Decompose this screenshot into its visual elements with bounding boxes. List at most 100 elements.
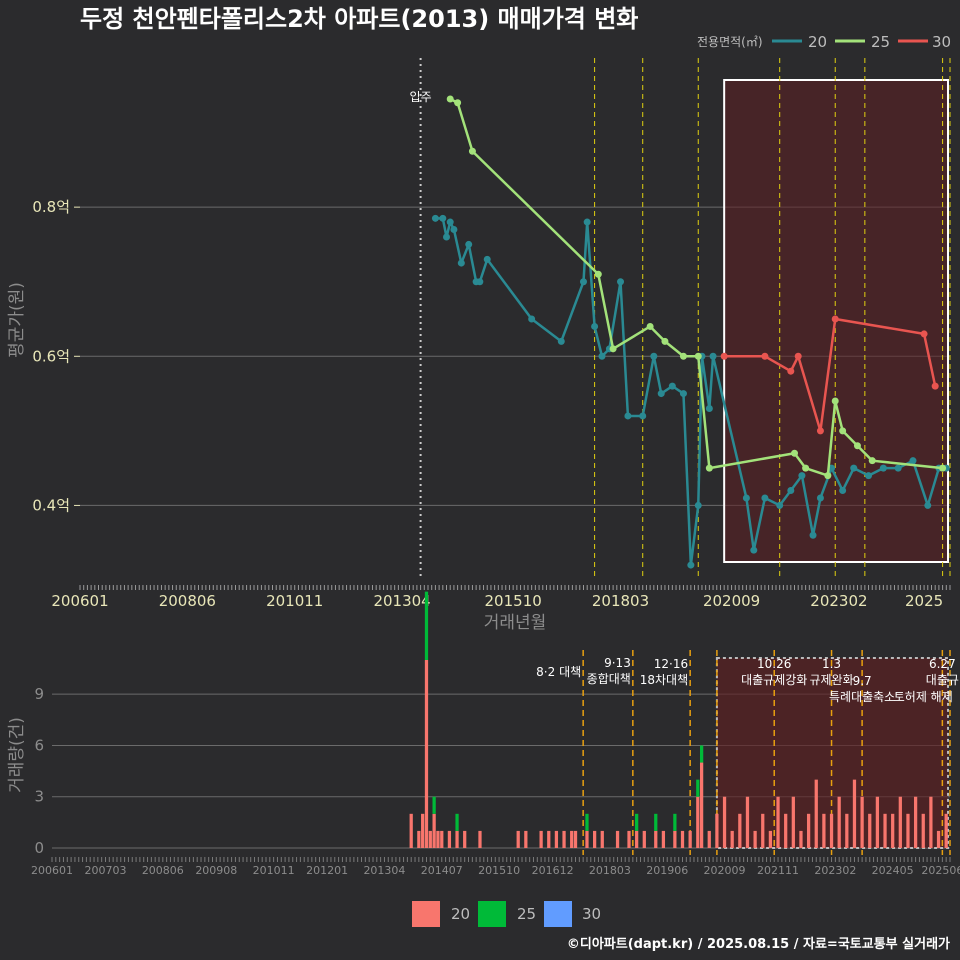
data-point-25 bbox=[853, 442, 861, 450]
volume-bar-20 bbox=[547, 830, 551, 848]
x-tick-label: 202009 bbox=[703, 592, 760, 610]
data-point-20 bbox=[705, 404, 713, 412]
volume-bar-20 bbox=[829, 813, 834, 848]
volume-bar-20 bbox=[432, 813, 436, 848]
volume-bar-20 bbox=[661, 830, 666, 848]
volume-bar-20 bbox=[409, 813, 413, 848]
volume-bar-20 bbox=[837, 796, 841, 848]
data-point-25 bbox=[791, 449, 799, 457]
data-point-25 bbox=[468, 147, 476, 155]
vol-x-tick-label: 201304 bbox=[363, 864, 405, 877]
volume-bar-20 bbox=[768, 830, 773, 848]
y-axis-title: 평균가(원) bbox=[7, 282, 27, 358]
vol-x-tick-label: 200806 bbox=[142, 864, 184, 877]
policy-annotation: 특례대출축소 bbox=[829, 690, 895, 704]
data-point-20 bbox=[583, 218, 591, 226]
data-point-20 bbox=[839, 487, 847, 495]
x-tick-label: 201803 bbox=[592, 592, 649, 610]
volume-bar-20 bbox=[776, 796, 780, 848]
vol-x-tick-label: 201906 bbox=[646, 864, 688, 877]
volume-bar-20 bbox=[680, 830, 685, 848]
data-point-20 bbox=[617, 278, 625, 286]
volume-bar-20 bbox=[753, 830, 757, 848]
data-point-30 bbox=[794, 352, 802, 360]
volume-bar-20 bbox=[936, 830, 941, 848]
volume-bar-20 bbox=[688, 830, 692, 848]
x-tick-label: 200601 bbox=[51, 592, 108, 610]
vol-x-tick-label: 201803 bbox=[589, 864, 631, 877]
volume-bar-20 bbox=[600, 830, 604, 848]
vol-x-tick-label: 201407 bbox=[421, 864, 463, 877]
data-point-20 bbox=[850, 464, 858, 472]
volume-bar-20 bbox=[635, 830, 639, 848]
volume-bar-20 bbox=[860, 796, 864, 848]
data-point-20 bbox=[446, 218, 454, 226]
volume-bar-20 bbox=[761, 813, 765, 848]
data-point-20 bbox=[450, 226, 458, 234]
data-point-25 bbox=[679, 352, 687, 360]
volume-bar-25 bbox=[455, 813, 459, 831]
volume-bar-25 bbox=[635, 813, 639, 831]
volume-bar-20 bbox=[592, 830, 597, 848]
data-point-25 bbox=[694, 352, 702, 360]
footer-credit: ©디아파트(dapt.kr) / 2025.08.15 / 자료=국토교통부 실… bbox=[567, 936, 950, 952]
data-point-20 bbox=[639, 412, 647, 420]
volume-bar-20 bbox=[539, 830, 543, 848]
volume-bar-25 bbox=[699, 745, 704, 763]
y-tick-label: 0.4억 bbox=[32, 496, 70, 514]
policy-annotation: 9.7 bbox=[853, 674, 872, 688]
legend: 전용면적(㎡) 20 25 30 bbox=[697, 33, 951, 51]
policy-annotation: 규제완화 bbox=[809, 673, 853, 687]
series-line-25 bbox=[449, 97, 943, 477]
policy-annotation: 10.26 bbox=[757, 657, 791, 671]
policy-annotation: 1.3 bbox=[822, 657, 841, 671]
y-tick-label: 0.6억 bbox=[32, 347, 70, 365]
data-point-20 bbox=[476, 278, 484, 286]
y-tick-label: 0.8억 bbox=[32, 198, 70, 216]
volume-bar-20 bbox=[814, 779, 818, 848]
data-point-20 bbox=[483, 255, 491, 263]
movein-label: 입주 bbox=[410, 90, 432, 104]
legend-label-25: 25 bbox=[871, 33, 890, 51]
data-point-25 bbox=[594, 270, 602, 278]
vol-x-tick-label: 202111 bbox=[757, 864, 799, 877]
volume-bar-20 bbox=[707, 830, 711, 848]
volume-bar-25 bbox=[432, 796, 436, 814]
volume-bar-20 bbox=[447, 830, 452, 848]
data-point-20 bbox=[694, 501, 702, 509]
volume-bar-20 bbox=[642, 830, 646, 848]
data-point-25 bbox=[454, 99, 462, 107]
data-point-20 bbox=[750, 546, 758, 554]
x-tick-label: 200806 bbox=[159, 592, 216, 610]
x-tick-label: 201510 bbox=[485, 592, 542, 610]
volume-bar-20 bbox=[745, 796, 750, 848]
volume-bar-20 bbox=[906, 813, 910, 848]
vol-x-tick-label: 202009 bbox=[704, 864, 746, 877]
data-point-30 bbox=[920, 330, 928, 338]
volume-bar-20 bbox=[784, 813, 788, 848]
data-point-20 bbox=[924, 501, 932, 509]
volume-bar-20 bbox=[463, 830, 467, 848]
data-point-25 bbox=[802, 464, 810, 472]
volume-bar-20 bbox=[738, 813, 742, 848]
data-point-30 bbox=[787, 367, 795, 375]
volume-bar-20 bbox=[440, 830, 444, 848]
volume-bar-20 bbox=[562, 830, 566, 848]
data-point-20 bbox=[909, 457, 917, 465]
data-point-20 bbox=[650, 352, 658, 360]
data-point-30 bbox=[761, 352, 769, 360]
volume-bar-20 bbox=[554, 830, 559, 848]
x-tick-label: 201011 bbox=[266, 592, 323, 610]
policy-annotation: 종합대책 bbox=[587, 671, 631, 686]
volume-bar-20 bbox=[673, 830, 677, 848]
data-point-20 bbox=[761, 494, 769, 502]
volume-bar-20 bbox=[715, 813, 719, 848]
data-point-20 bbox=[879, 464, 887, 472]
volume-bar-20 bbox=[898, 796, 902, 848]
data-point-20 bbox=[787, 487, 795, 495]
data-point-20 bbox=[709, 352, 717, 360]
volume-bar-20 bbox=[730, 830, 734, 848]
volume-bar-20 bbox=[799, 830, 803, 848]
vol-x-tick-label: 200601 bbox=[31, 864, 73, 877]
